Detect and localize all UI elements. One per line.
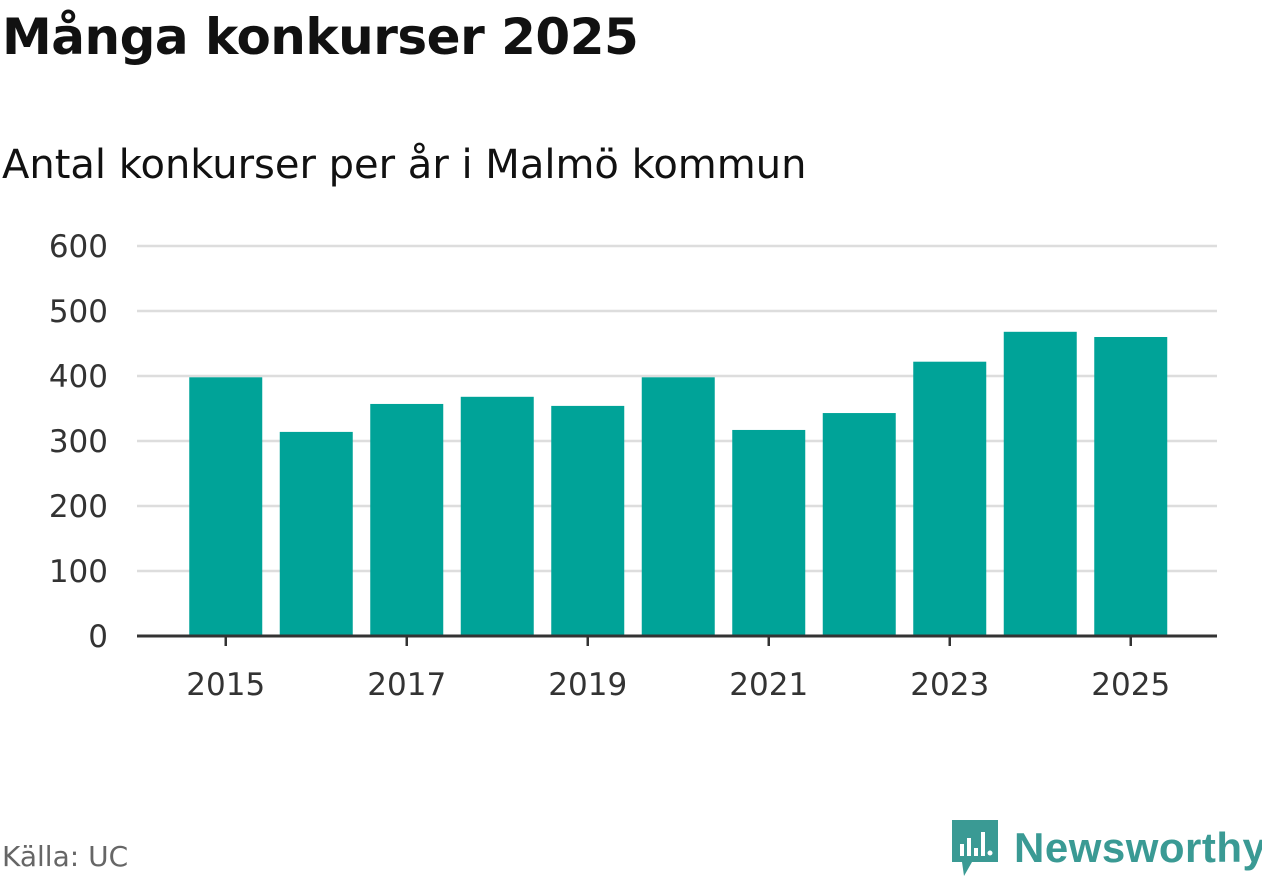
bar-series <box>189 331 1168 636</box>
bar-2023 <box>913 361 987 636</box>
chart-title: Många konkurser 2025 <box>2 8 639 66</box>
y-tick-label: 600 <box>49 229 108 265</box>
y-tick-label: 100 <box>49 554 108 590</box>
brand-logo[interactable]: Newsworthy <box>950 818 1262 878</box>
bar-2025 <box>1094 337 1168 636</box>
bar-2020 <box>641 377 715 636</box>
x-tick-label: 2025 <box>1091 667 1170 703</box>
x-tick-label: 2017 <box>367 667 446 703</box>
bar-2024 <box>1003 331 1077 636</box>
bar-2022 <box>822 413 896 636</box>
y-tick-label: 300 <box>49 424 108 460</box>
bar-2019 <box>551 405 625 636</box>
y-tick-label: 400 <box>49 359 108 395</box>
y-tick-label: 0 <box>88 619 108 655</box>
x-tick-label: 2023 <box>910 667 989 703</box>
bar-2018 <box>460 396 534 636</box>
y-tick-label: 500 <box>49 294 108 330</box>
x-tick-label: 2019 <box>548 667 627 703</box>
x-tick-label: 2021 <box>729 667 808 703</box>
bar-2016 <box>279 431 353 636</box>
brand-name: Newsworthy <box>1014 824 1262 871</box>
bar-2017 <box>370 403 444 636</box>
axes: 0 100 200 300 400 500 600 2015 2017 2019 2021 2023 2… <box>49 229 1217 703</box>
y-tick-label: 200 <box>49 489 108 525</box>
newsworthy-logo-icon <box>952 820 998 876</box>
bar-2021 <box>732 429 806 636</box>
source-note: Källa: UC <box>2 840 129 873</box>
x-tick-label: 2015 <box>186 667 265 703</box>
bar-2015 <box>189 377 263 636</box>
chart-subtitle: Antal konkurser per år i Malmö kommun <box>2 142 807 188</box>
